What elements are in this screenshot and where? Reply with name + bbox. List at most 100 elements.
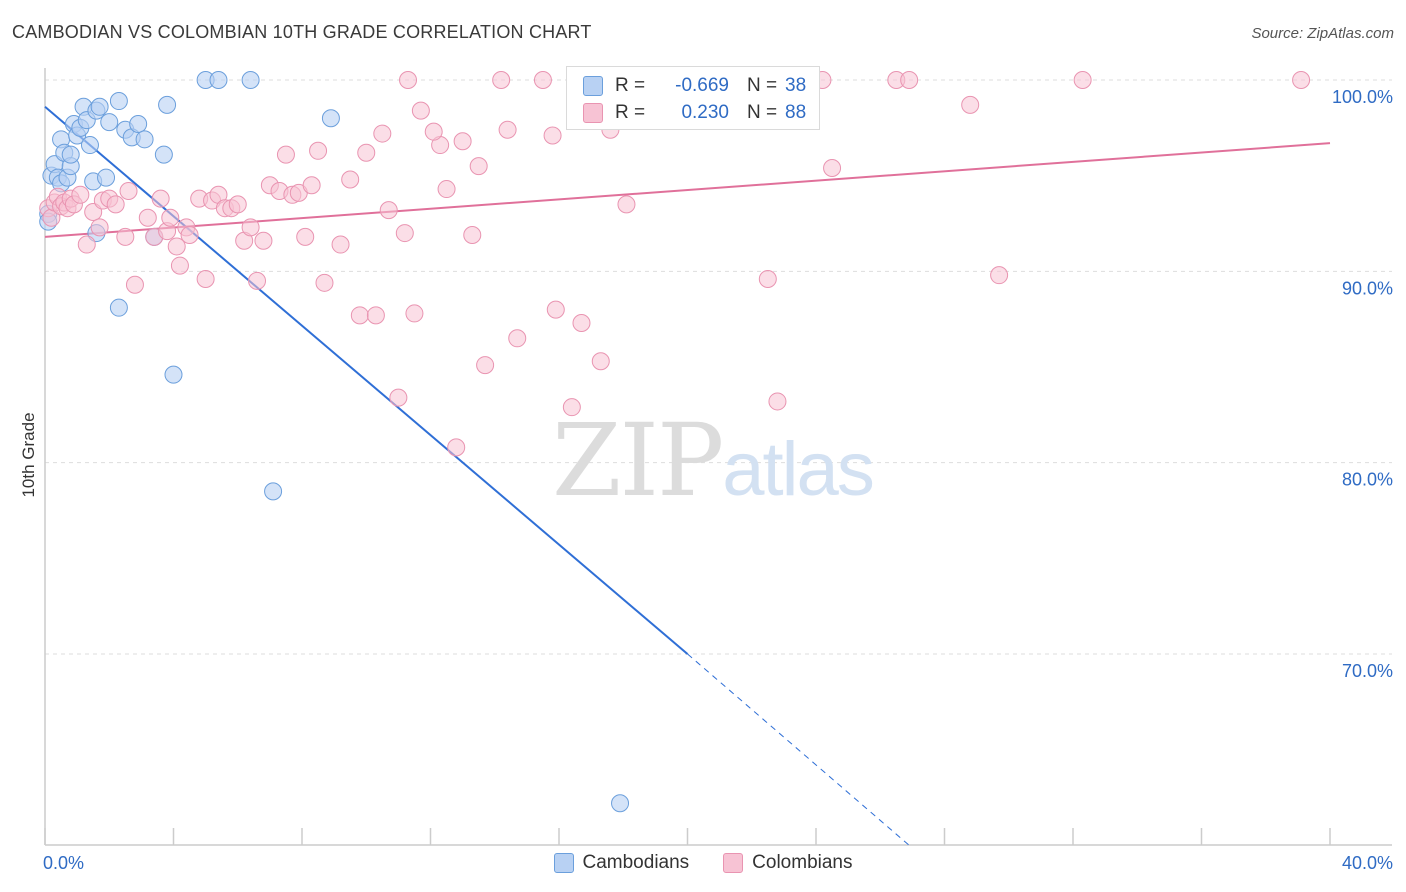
colombians-point xyxy=(161,208,180,227)
colombians-point xyxy=(572,313,591,332)
stats-box: R = -0.669 N = 38 R = 0.230 N = 88 xyxy=(566,66,820,130)
colombians-point xyxy=(447,438,466,457)
y-tick-label: 70.0% xyxy=(1342,661,1393,681)
colombians-point xyxy=(341,170,360,189)
colombians-point xyxy=(768,392,787,411)
cambodians-point xyxy=(611,794,630,813)
colombians-legend-swatch xyxy=(723,853,744,873)
colombians-point xyxy=(389,388,408,407)
colombians-point xyxy=(373,124,392,143)
colombians-point xyxy=(331,235,350,254)
cambodians-point xyxy=(61,145,80,164)
colombians-point xyxy=(151,189,170,208)
colombians-point xyxy=(170,256,189,275)
colombians-point xyxy=(543,126,562,145)
colombians-point xyxy=(90,218,109,237)
tick-labels: 100.0% 90.0% 80.0% 70.0% 0.0% 40.0% xyxy=(43,87,1393,873)
x-tick-label: 40.0% xyxy=(1342,853,1393,873)
colombians-point xyxy=(476,356,495,375)
r-value: -0.669 xyxy=(675,75,729,96)
colombians-point xyxy=(366,306,385,325)
colombians-point xyxy=(533,71,552,89)
cambodians-point xyxy=(154,145,173,164)
colombians-point xyxy=(823,159,842,178)
legend-item-colombians[interactable]: Colombians xyxy=(723,852,853,874)
colombians-point xyxy=(116,227,135,246)
n-value: 38 xyxy=(785,75,807,96)
r-label: R = xyxy=(615,102,646,123)
stats-row-cambodians: R = -0.669 N = 38 xyxy=(583,73,806,99)
colombians-point xyxy=(379,201,398,220)
colombians-point xyxy=(138,208,157,227)
cambodians-trend-line xyxy=(44,106,689,655)
colombians-point xyxy=(248,271,267,290)
n-label: N = xyxy=(747,75,778,96)
colombians-point xyxy=(196,269,215,288)
colombians-point xyxy=(463,225,482,244)
watermark-zip: ZIP xyxy=(552,402,724,519)
cambodians-point xyxy=(80,136,99,155)
colombians-point xyxy=(315,273,334,292)
colombians-point xyxy=(546,300,565,319)
colombians-point xyxy=(424,122,443,141)
colombians-trend-line xyxy=(44,142,1331,238)
colombians-point xyxy=(302,176,321,195)
colombians-point xyxy=(106,195,125,214)
colombians-point xyxy=(405,304,424,323)
r-value: 0.230 xyxy=(681,102,729,123)
legend-item-cambodians[interactable]: Cambodians xyxy=(553,852,690,874)
y-axis-label: 10th Grade xyxy=(19,412,38,497)
colombians-point xyxy=(254,231,273,250)
cambodians-point xyxy=(90,97,109,116)
y-tick-label: 90.0% xyxy=(1342,278,1393,298)
cambodians-point xyxy=(264,482,283,501)
colombians-point xyxy=(469,157,488,176)
colombians-point xyxy=(562,398,581,417)
colombians-swatch xyxy=(583,103,603,123)
colombians-point xyxy=(77,235,96,254)
colombians-point xyxy=(276,145,295,164)
n-label: N = xyxy=(747,102,778,123)
colombians-point xyxy=(119,181,138,200)
y-tick-label: 100.0% xyxy=(1332,87,1393,107)
colombians-point xyxy=(1073,71,1092,89)
colombians-point xyxy=(617,195,636,214)
colombians-point xyxy=(1292,71,1311,89)
colombians-point xyxy=(453,132,472,151)
r-label: R = xyxy=(615,75,646,96)
cambodians-swatch xyxy=(583,76,603,96)
cambodians-point xyxy=(321,109,340,128)
colombians-point xyxy=(900,71,919,89)
colombians-point xyxy=(492,71,511,89)
source-label: Source: ZipAtlas.com xyxy=(1251,25,1394,42)
axes xyxy=(44,68,1392,846)
colombians-point xyxy=(399,71,418,89)
stats-row-colombians: R = 0.230 N = 88 xyxy=(583,100,806,126)
cambodians-point xyxy=(241,71,260,89)
colombians-point xyxy=(395,224,414,243)
legend-label: Cambodians xyxy=(582,852,690,873)
colombians-point xyxy=(241,218,260,237)
cambodians-point xyxy=(158,95,177,114)
legend-label: Colombians xyxy=(752,852,853,873)
colombians-point xyxy=(71,185,90,204)
cambodians-point xyxy=(100,113,119,132)
colombians-point xyxy=(296,227,315,246)
colombians-point xyxy=(180,225,199,244)
colombians-point xyxy=(350,306,369,325)
grid-lines xyxy=(45,79,1392,655)
colombians-point xyxy=(508,329,527,348)
cambodians-point xyxy=(129,115,148,134)
colombians-point xyxy=(167,237,186,256)
cambodians-point xyxy=(109,298,128,317)
cambodians-point xyxy=(97,168,116,187)
cambodians-legend-swatch xyxy=(553,853,574,873)
colombians-point xyxy=(411,101,430,120)
watermark: ZIPatlas xyxy=(552,402,875,519)
cambodians-point xyxy=(109,92,128,111)
cambodians-point xyxy=(209,71,228,89)
colombians-point xyxy=(591,352,610,371)
colombians-point xyxy=(84,203,103,222)
colombians-point xyxy=(125,275,144,294)
